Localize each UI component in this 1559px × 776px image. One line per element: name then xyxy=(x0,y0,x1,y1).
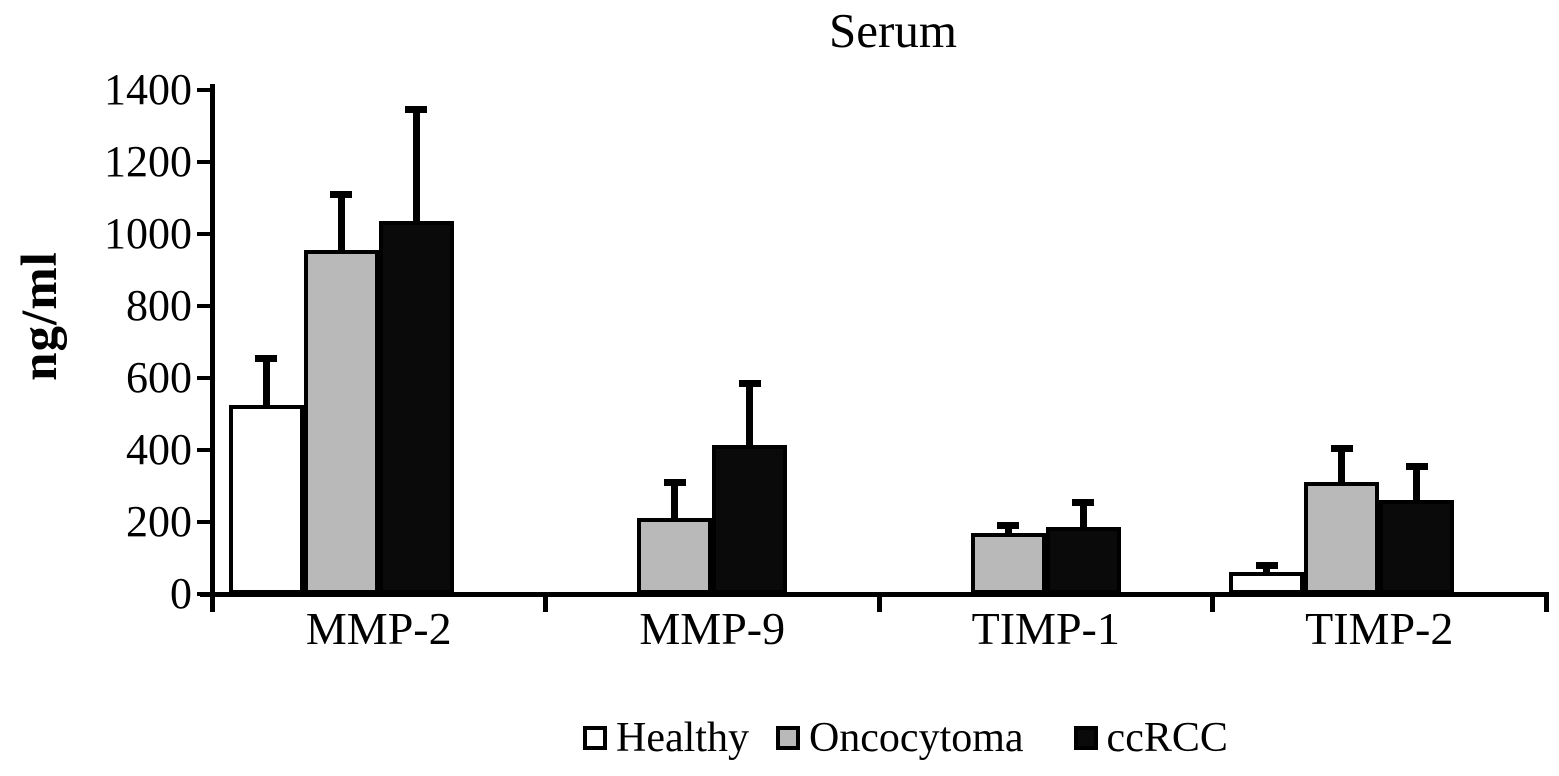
error-bar-cap-timp-1-oncocytoma xyxy=(997,522,1020,529)
legend-label-oncocytoma: Oncocytoma xyxy=(808,715,1024,761)
error-bar-cap-timp-2-healthy xyxy=(1255,561,1278,569)
error-bar-cap-mmp-2-oncocytoma xyxy=(330,190,353,198)
error-bar-cap-timp-1-ccrcc xyxy=(1072,498,1095,506)
y-axis-line xyxy=(210,84,215,597)
legend-label-ccrcc: ccRCC xyxy=(1106,715,1228,761)
legend-swatch-ccrcc xyxy=(1073,726,1098,750)
error-bar-cap-mmp-9-ccrcc xyxy=(738,379,761,387)
error-bar-line-timp-2-oncocytoma xyxy=(1338,444,1346,483)
y-tick-label: 1200 xyxy=(104,137,192,186)
legend: Healthy Oncocytoma ccRCC xyxy=(583,714,1228,762)
y-tick-label: 800 xyxy=(126,281,192,330)
y-tick xyxy=(197,520,212,524)
y-tick xyxy=(197,160,212,164)
legend-item-healthy: Healthy xyxy=(583,714,749,762)
error-bar-line-timp-2-ccrcc xyxy=(1413,462,1421,501)
bar-mmp-2-oncocytoma xyxy=(303,250,379,594)
bar-timp-2-ccrcc xyxy=(1379,500,1455,594)
bar-mmp-2-ccrcc xyxy=(378,221,454,594)
legend-label-healthy: Healthy xyxy=(616,715,749,761)
bar-timp-1-ccrcc xyxy=(1045,527,1121,594)
x-tick xyxy=(543,592,548,612)
error-bar-cap-timp-2-oncocytoma xyxy=(1330,444,1353,452)
x-axis-label-mmp-9: MMP-9 xyxy=(639,603,786,654)
y-tick-label: 400 xyxy=(126,425,192,474)
y-tick xyxy=(197,448,212,452)
x-axis-label-timp-2: TIMP-2 xyxy=(1305,603,1454,654)
bar-timp-2-healthy xyxy=(1229,572,1305,594)
error-bar-line-mmp-2-healthy xyxy=(262,354,270,405)
bar-timp-2-oncocytoma xyxy=(1304,482,1380,594)
bar-mmp-9-ccrcc xyxy=(712,444,788,594)
y-tick xyxy=(197,88,212,92)
legend-item-oncocytoma: Oncocytoma xyxy=(775,714,1024,762)
chart-title: Serum xyxy=(829,3,957,58)
x-axis-line xyxy=(200,592,1549,597)
x-tick xyxy=(209,592,215,612)
y-tick xyxy=(197,304,212,308)
error-bar-line-mmp-9-oncocytoma xyxy=(671,478,679,519)
legend-item-ccrcc: ccRCC xyxy=(1073,714,1228,762)
error-bar-cap-mmp-2-ccrcc xyxy=(405,106,428,114)
y-tick-label: 1400 xyxy=(104,65,192,114)
x-axis-label-timp-1: TIMP-1 xyxy=(971,603,1120,654)
error-bar-cap-mmp-9-oncocytoma xyxy=(663,478,686,486)
bar-timp-1-oncocytoma xyxy=(970,532,1046,594)
x-tick xyxy=(1210,592,1215,612)
y-tick-label: 200 xyxy=(126,497,192,546)
y-tick xyxy=(197,232,212,236)
x-tick xyxy=(1543,592,1549,612)
error-bar-line-mmp-9-ccrcc xyxy=(746,379,754,445)
error-bar-cap-mmp-2-healthy xyxy=(255,354,278,362)
bar-mmp-2-healthy xyxy=(228,405,304,594)
legend-swatch-oncocytoma xyxy=(775,726,800,750)
y-tick-label: 0 xyxy=(170,569,192,618)
legend-swatch-healthy xyxy=(583,726,607,750)
x-axis-label-mmp-2: MMP-2 xyxy=(305,603,452,654)
error-bar-line-mmp-2-ccrcc xyxy=(412,106,420,222)
bar-mmp-9-oncocytoma xyxy=(637,518,713,594)
y-tick xyxy=(197,376,212,380)
error-bar-cap-timp-2-ccrcc xyxy=(1405,462,1428,470)
error-bar-line-timp-1-ccrcc xyxy=(1079,498,1087,528)
x-tick xyxy=(876,592,882,612)
y-tick-label: 600 xyxy=(126,353,192,402)
error-bar-line-mmp-2-oncocytoma xyxy=(337,190,345,251)
y-tick xyxy=(197,592,212,596)
y-tick-label: 1000 xyxy=(104,209,192,258)
